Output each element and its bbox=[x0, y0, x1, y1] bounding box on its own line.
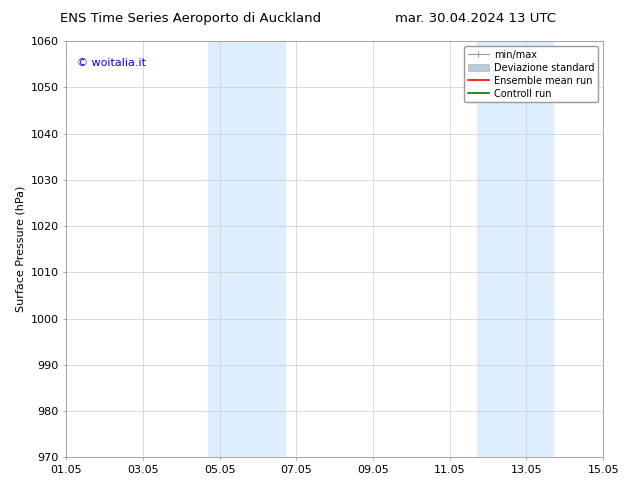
Text: © woitalia.it: © woitalia.it bbox=[77, 58, 146, 68]
Text: ENS Time Series Aeroporto di Auckland: ENS Time Series Aeroporto di Auckland bbox=[60, 12, 321, 25]
Text: mar. 30.04.2024 13 UTC: mar. 30.04.2024 13 UTC bbox=[395, 12, 556, 25]
Bar bbox=[208, 41, 285, 457]
Legend: min/max, Deviazione standard, Ensemble mean run, Controll run: min/max, Deviazione standard, Ensemble m… bbox=[464, 46, 598, 102]
Y-axis label: Surface Pressure (hPa): Surface Pressure (hPa) bbox=[15, 186, 25, 313]
Bar bbox=[477, 41, 553, 457]
